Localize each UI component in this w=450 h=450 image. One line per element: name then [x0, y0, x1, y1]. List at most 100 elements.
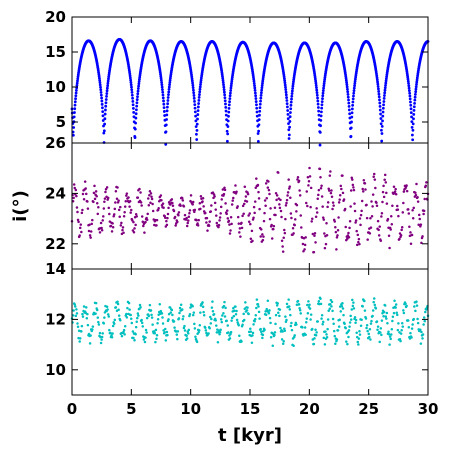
- data-point: [359, 213, 363, 217]
- data-point: [285, 96, 288, 99]
- data-point: [326, 201, 330, 204]
- data-point: [292, 232, 295, 235]
- data-point: [245, 200, 249, 203]
- data-point: [382, 314, 385, 318]
- data-point: [293, 334, 296, 337]
- data-point: [100, 338, 103, 341]
- data-point: [306, 204, 309, 208]
- data-point: [352, 94, 355, 98]
- data-point: [376, 328, 379, 332]
- data-point: [349, 189, 353, 192]
- data-point: [285, 102, 289, 105]
- data-point: [365, 323, 369, 327]
- data-point: [91, 218, 94, 222]
- data-point: [210, 204, 213, 207]
- data-point: [363, 182, 367, 185]
- data-point: [360, 318, 363, 322]
- data-point: [323, 343, 327, 346]
- data-point: [165, 118, 168, 121]
- data-point: [371, 193, 375, 196]
- data-point: [409, 242, 413, 245]
- data-point: [307, 184, 310, 187]
- data-point: [92, 191, 96, 195]
- data-point: [155, 224, 158, 227]
- data-point: [271, 344, 275, 348]
- data-point: [379, 239, 383, 243]
- data-point: [349, 135, 353, 138]
- data-point: [223, 96, 227, 100]
- data-point: [106, 313, 110, 316]
- data-point: [312, 342, 316, 346]
- data-point: [319, 302, 323, 306]
- data-point: [348, 325, 351, 328]
- panel-3-points: [70, 296, 430, 348]
- data-point: [174, 224, 177, 227]
- panel-1: 5 10 15 20: [45, 8, 430, 147]
- data-point: [410, 125, 414, 129]
- data-point: [150, 197, 154, 201]
- data-point: [72, 183, 76, 186]
- data-point: [284, 88, 288, 92]
- data-point: [197, 218, 200, 222]
- data-point: [388, 343, 391, 346]
- data-point: [167, 206, 170, 210]
- data-point: [114, 201, 117, 204]
- data-point: [394, 187, 397, 191]
- data-point: [191, 313, 195, 317]
- data-point: [255, 306, 258, 310]
- data-point: [332, 329, 336, 333]
- data-point: [238, 231, 241, 234]
- data-point: [170, 198, 174, 201]
- data-point: [317, 193, 320, 197]
- data-point: [399, 234, 403, 237]
- data-point: [316, 197, 319, 200]
- data-point: [341, 307, 345, 310]
- data-point: [129, 208, 133, 212]
- data-point: [304, 333, 307, 336]
- data-point: [111, 222, 114, 225]
- data-point: [401, 211, 405, 214]
- data-point: [322, 86, 325, 90]
- data-point: [372, 172, 376, 176]
- data-point: [396, 313, 399, 317]
- data-point: [80, 211, 84, 215]
- data-point: [376, 82, 380, 86]
- data-point: [183, 324, 186, 328]
- data-point: [357, 337, 361, 340]
- data-point: [250, 229, 254, 233]
- data-point: [195, 132, 198, 136]
- data-point: [230, 316, 234, 320]
- data-point: [405, 189, 409, 193]
- data-point: [73, 103, 77, 107]
- data-point: [321, 94, 325, 98]
- data-point: [321, 216, 325, 219]
- data-point: [162, 106, 166, 110]
- data-point: [242, 202, 246, 206]
- data-point: [221, 314, 224, 317]
- data-point: [322, 218, 326, 221]
- data-point: [251, 334, 254, 337]
- data-point: [324, 242, 328, 246]
- data-point: [291, 82, 295, 86]
- data-point: [257, 305, 260, 308]
- data-point: [296, 175, 300, 179]
- data-point: [338, 198, 341, 201]
- data-point: [353, 202, 356, 205]
- data-point: [205, 221, 208, 224]
- data-point: [125, 316, 129, 319]
- data-point: [258, 109, 262, 113]
- data-point: [194, 335, 197, 339]
- data-point: [198, 329, 201, 332]
- data-point: [258, 106, 262, 109]
- data-point: [224, 202, 227, 205]
- data-point: [181, 308, 184, 311]
- data-point: [82, 305, 86, 308]
- data-point: [160, 81, 164, 84]
- data-point: [294, 218, 297, 221]
- data-point: [401, 325, 405, 328]
- data-point: [334, 225, 337, 229]
- data-point: [352, 188, 356, 192]
- data-point: [153, 332, 157, 335]
- data-point: [73, 107, 77, 111]
- data-point: [227, 110, 231, 114]
